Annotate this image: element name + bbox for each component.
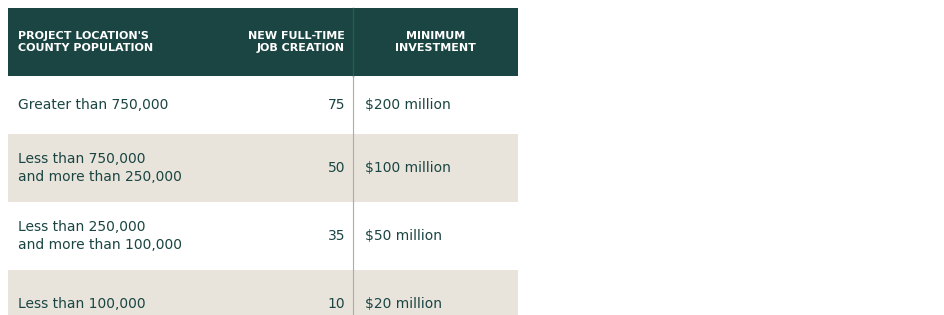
Text: MINIMUM
INVESTMENT: MINIMUM INVESTMENT [395, 31, 476, 54]
Text: Less than 250,000
and more than 100,000: Less than 250,000 and more than 100,000 [18, 220, 182, 252]
Text: $200 million: $200 million [364, 98, 450, 112]
Text: NEW FULL-TIME
JOB CREATION: NEW FULL-TIME JOB CREATION [248, 31, 345, 54]
Text: Greater than 750,000: Greater than 750,000 [18, 98, 168, 112]
Bar [353, 8, 517, 76]
Text: 75: 75 [328, 98, 345, 112]
Bar [8, 270, 517, 315]
Bar [238, 8, 353, 76]
Text: 50: 50 [328, 161, 345, 175]
Text: $20 million: $20 million [364, 297, 442, 311]
Bar [8, 76, 517, 134]
Text: 10: 10 [327, 297, 345, 311]
Text: Less than 750,000
and more than 250,000: Less than 750,000 and more than 250,000 [18, 152, 181, 184]
Bar [8, 202, 517, 270]
Text: 35: 35 [328, 229, 345, 243]
Text: $50 million: $50 million [364, 229, 442, 243]
Text: PROJECT LOCATION'S
COUNTY POPULATION: PROJECT LOCATION'S COUNTY POPULATION [18, 31, 153, 54]
Bar [8, 134, 517, 202]
Text: $100 million: $100 million [364, 161, 450, 175]
Bar [8, 8, 238, 76]
Text: Less than 100,000: Less than 100,000 [18, 297, 145, 311]
